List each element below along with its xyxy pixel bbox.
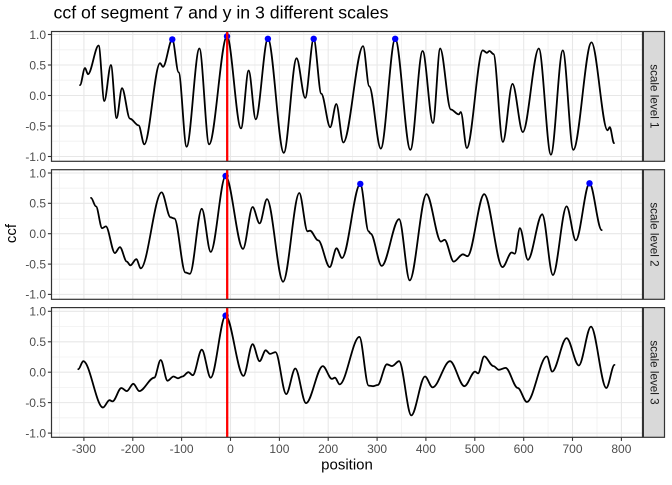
svg-text:0.0: 0.0 xyxy=(29,366,46,380)
svg-text:500: 500 xyxy=(465,442,485,456)
svg-text:ccf of segment 7 and y in 3 di: ccf of segment 7 and y in 3 different sc… xyxy=(54,3,389,23)
svg-text:300: 300 xyxy=(367,442,387,456)
svg-text:-1.0: -1.0 xyxy=(25,426,46,440)
svg-text:400: 400 xyxy=(416,442,436,456)
svg-text:0.5: 0.5 xyxy=(29,197,46,211)
svg-text:-0.5: -0.5 xyxy=(25,257,46,271)
svg-text:1.0: 1.0 xyxy=(29,305,46,319)
svg-text:0: 0 xyxy=(227,442,234,456)
svg-text:scale level 1: scale level 1 xyxy=(648,64,661,128)
svg-text:1.0: 1.0 xyxy=(29,166,46,180)
svg-text:0.5: 0.5 xyxy=(29,58,46,72)
svg-text:1.0: 1.0 xyxy=(29,28,46,42)
svg-text:700: 700 xyxy=(562,442,582,456)
svg-text:-1.0: -1.0 xyxy=(25,288,46,302)
svg-text:scale level 2: scale level 2 xyxy=(648,202,661,266)
svg-text:100: 100 xyxy=(269,442,289,456)
svg-text:-300: -300 xyxy=(72,442,96,456)
svg-text:-0.5: -0.5 xyxy=(25,396,46,410)
svg-text:-1.0: -1.0 xyxy=(25,150,46,164)
svg-text:600: 600 xyxy=(514,442,534,456)
svg-text:800: 800 xyxy=(611,442,631,456)
svg-text:0.5: 0.5 xyxy=(29,335,46,349)
svg-text:-200: -200 xyxy=(121,442,145,456)
svg-text:position: position xyxy=(321,457,373,474)
svg-text:-0.5: -0.5 xyxy=(25,119,46,133)
svg-text:-100: -100 xyxy=(170,442,194,456)
svg-text:0.0: 0.0 xyxy=(29,227,46,241)
svg-text:scale level 3: scale level 3 xyxy=(648,340,661,404)
svg-text:200: 200 xyxy=(318,442,338,456)
svg-text:ccf: ccf xyxy=(3,223,20,243)
svg-text:0.0: 0.0 xyxy=(29,89,46,103)
